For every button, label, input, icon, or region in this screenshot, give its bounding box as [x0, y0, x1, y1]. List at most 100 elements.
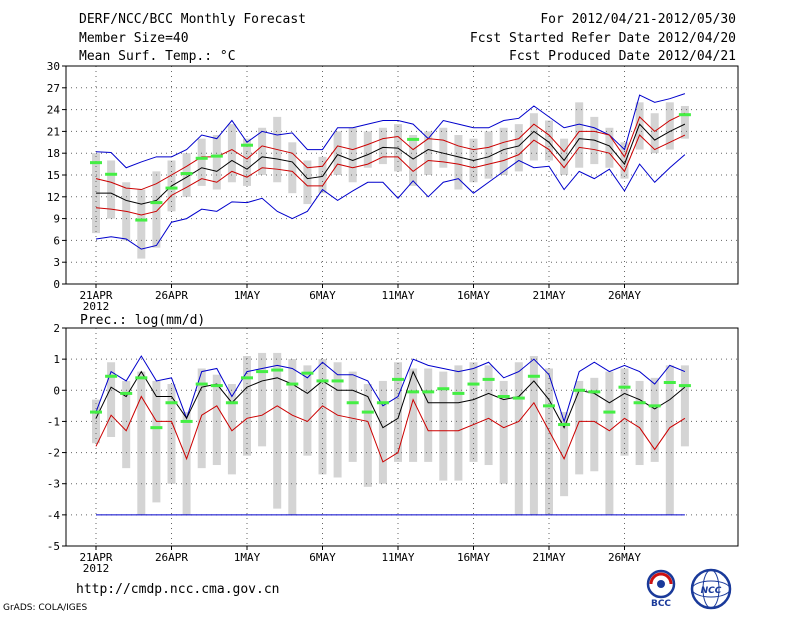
prec-observed-marker: [346, 401, 359, 405]
temp-ensemble-bar: [545, 120, 553, 161]
prec-observed-marker: [316, 379, 329, 383]
variable-label: Mean Surf. Temp.: °C: [79, 49, 236, 64]
prec-observed-marker: [301, 371, 314, 375]
temp-ensemble-bar: [288, 142, 297, 194]
temp-ensemble-bar: [409, 135, 418, 186]
temp-ensemble-bar: [378, 127, 387, 165]
temp-ensemble-bar: [560, 138, 569, 175]
prec-observed-marker: [512, 396, 525, 400]
temp-observed-marker: [241, 143, 253, 147]
prec-observed-marker: [376, 401, 389, 405]
prec-observed-marker: [210, 384, 223, 388]
prec-observed-marker: [105, 374, 118, 378]
prec-ensemble-bar: [454, 365, 463, 481]
temp-observed-marker: [195, 156, 208, 160]
temp-observed-marker: [150, 201, 163, 205]
prec-ensemble-mean-line: [95, 370, 686, 429]
temp-ensemble-bar: [197, 138, 206, 186]
prec-observed-marker: [90, 410, 102, 414]
temp-y-tick-label: 21: [47, 125, 60, 138]
temp-x-tick-label: 26APR: [155, 289, 188, 302]
prec-y-tick-label: -5: [47, 540, 60, 553]
prec-observed-marker: [135, 376, 148, 380]
prec-x-tick-label: 1MAY: [234, 551, 261, 564]
temp-x-tick-label: 21MAY: [532, 289, 565, 302]
prec-lower-spread-line: [95, 395, 686, 463]
temp-observed-marker: [135, 218, 148, 222]
temp-y-tick-label: 9: [53, 213, 60, 226]
prec-ensemble-bar: [333, 362, 342, 478]
temp-x-tick-label: 21APR: [79, 289, 112, 302]
prec-ensemble-bar: [197, 368, 206, 469]
temp-ensemble-bar: [514, 124, 523, 172]
temp-y-tick-label: 6: [53, 234, 60, 247]
temp-ensemble-bar: [243, 138, 251, 186]
temp-ensemble-bar: [424, 131, 433, 175]
prec-frame: [65, 327, 739, 547]
prec-observed-marker: [286, 382, 299, 386]
prec-ensemble-bar: [137, 371, 146, 515]
prec-observed-marker: [543, 404, 555, 408]
temp-ensemble-bar: [318, 156, 327, 194]
chart-title: DERF/NCC/BCC Monthly Forecast: [79, 12, 306, 27]
prec-observed-marker: [241, 376, 253, 380]
temp-observed-marker: [210, 154, 223, 158]
prec-ensemble-bar: [227, 384, 236, 475]
prec-ensemble-bar: [107, 362, 116, 437]
bcc-logo-text: BCC: [651, 599, 671, 608]
temp-ensemble-bar: [454, 135, 463, 190]
temp-observed-marker: [407, 137, 420, 141]
prec-y-tick-label: 1: [53, 353, 60, 366]
refer-date: Fcst Started Refer Date 2012/04/20: [469, 31, 736, 46]
temp-y-tick-label: 18: [47, 147, 60, 160]
temp-ensemble-mean-line: [96, 123, 686, 205]
prec-observed-marker: [482, 377, 495, 381]
temp-frame: [65, 65, 739, 285]
temp-ensemble-min-line: [95, 154, 686, 250]
temp-upper-spread-line: [95, 112, 686, 191]
ncc-logo: NCC: [690, 568, 732, 610]
prec-x-tick-label: 6MAY: [309, 551, 336, 564]
temp-observed-marker: [105, 172, 118, 176]
prec-x-tick-label: 26MAY: [608, 551, 641, 564]
prec-ensemble-bar: [484, 365, 493, 466]
prec-y-tick-label: -3: [47, 478, 60, 491]
prec-ensemble-bar: [575, 380, 584, 475]
temp-ensemble-bar: [363, 131, 372, 168]
prec-ensemble-bar: [122, 380, 131, 469]
prec-ensemble-bar: [620, 368, 629, 456]
prec-observed-marker: [603, 410, 616, 414]
temp-y-tick-label: 30: [47, 60, 60, 73]
prec-ensemble-bar: [469, 362, 478, 462]
prec-ensemble-bar: [529, 356, 538, 515]
prec-observed-marker: [467, 382, 480, 386]
prec-x-tick-label: 26APR: [155, 551, 188, 564]
prec-ensemble-bar: [650, 377, 659, 462]
prec-observed-marker: [648, 404, 661, 408]
temp-x-tick-label: 26MAY: [608, 289, 641, 302]
prec-panel-title: Prec.: log(mm/d): [80, 313, 205, 328]
prec-observed-marker: [407, 390, 420, 394]
temp-ensemble-bar: [620, 142, 629, 179]
prec-observed-marker: [120, 391, 133, 395]
source-url[interactable]: http://cmdp.ncc.cma.gov.cn: [76, 582, 280, 597]
prec-x-tick-label: 21MAY: [532, 551, 565, 564]
temp-ensemble-bar: [484, 131, 493, 179]
temp-ensemble-bar: [212, 135, 221, 190]
temp-ensemble-bar: [529, 113, 538, 161]
prec-ensemble-bar: [273, 352, 282, 509]
temp-y-tick-label: 15: [47, 169, 60, 182]
prec-ensemble-bar: [665, 365, 674, 515]
prec-ensemble-bar: [182, 412, 191, 515]
prec-observed-marker: [497, 395, 510, 399]
temp-ensemble-bar: [107, 160, 116, 219]
temp-y-tick-label: 3: [53, 256, 60, 269]
prec-ensemble-bar: [152, 380, 161, 503]
temp-ensemble-bar: [258, 127, 267, 175]
prec-ensemble-bar: [212, 374, 221, 466]
temp-ensemble-bar: [499, 127, 508, 175]
prec-ensemble-bar: [545, 368, 553, 515]
prec-ensemble-bar: [499, 380, 508, 484]
prec-observed-marker: [392, 377, 404, 381]
